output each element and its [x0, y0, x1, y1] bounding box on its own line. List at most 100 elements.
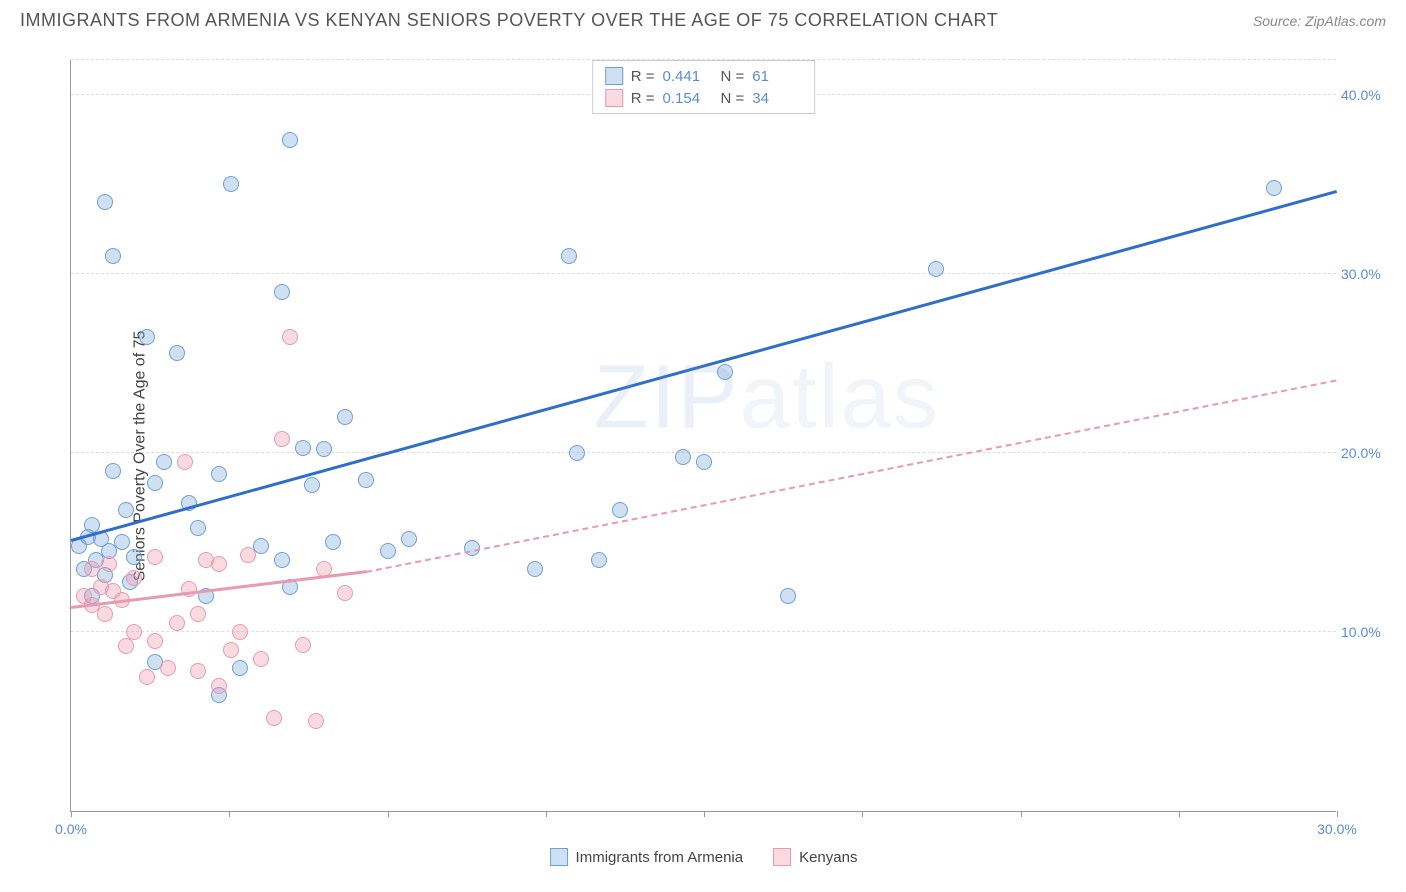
data-point: [780, 588, 796, 604]
plot-area: ZIPatlas R =0.441N =61R =0.154N =34 Immi…: [70, 60, 1336, 812]
x-tick: [229, 811, 230, 817]
data-point: [190, 663, 206, 679]
chart-container: Seniors Poverty Over the Age of 75 ZIPat…: [20, 40, 1386, 872]
data-point: [126, 570, 142, 586]
data-point: [308, 713, 324, 729]
legend-row: R = 0.154 N = 34: [605, 87, 803, 109]
y-tick-label: 30.0%: [1341, 266, 1386, 282]
data-point: [717, 364, 733, 380]
legend-item: Immigrants from Armenia: [550, 848, 744, 866]
data-point: [282, 329, 298, 345]
data-point: [160, 660, 176, 676]
data-point: [612, 502, 628, 518]
legend-swatch: [605, 67, 623, 85]
data-point: [147, 549, 163, 565]
data-point: [295, 637, 311, 653]
legend-r-value: 0.441: [663, 68, 713, 85]
data-point: [169, 615, 185, 631]
legend-item: Kenyans: [773, 848, 857, 866]
x-tick-label: 30.0%: [1317, 821, 1357, 837]
data-point: [147, 475, 163, 491]
legend-r-label: R =: [631, 90, 655, 107]
data-point: [266, 710, 282, 726]
data-point: [316, 441, 332, 457]
data-point: [211, 466, 227, 482]
legend-n-value: 34: [752, 90, 802, 107]
data-point: [190, 606, 206, 622]
data-point: [696, 454, 712, 470]
x-tick: [1337, 811, 1338, 817]
legend-r-value: 0.154: [663, 90, 713, 107]
data-point: [97, 194, 113, 210]
data-point: [274, 284, 290, 300]
chart-title: IMMIGRANTS FROM ARMENIA VS KENYAN SENIOR…: [20, 10, 998, 31]
x-tick: [388, 811, 389, 817]
series-legend: Immigrants from Armenia Kenyans: [550, 848, 858, 866]
data-point: [177, 454, 193, 470]
legend-swatch: [605, 89, 623, 107]
data-point: [114, 534, 130, 550]
data-point: [156, 454, 172, 470]
data-point: [304, 477, 320, 493]
data-point: [675, 449, 691, 465]
data-point: [401, 531, 417, 547]
legend-r-label: R =: [631, 68, 655, 85]
data-point: [169, 345, 185, 361]
trend-line: [71, 190, 1338, 542]
data-point: [139, 669, 155, 685]
data-point: [105, 463, 121, 479]
data-point: [211, 556, 227, 572]
x-tick: [546, 811, 547, 817]
legend-series-name: Kenyans: [799, 849, 857, 866]
data-point: [928, 261, 944, 277]
data-point: [232, 624, 248, 640]
data-point: [380, 543, 396, 559]
legend-n-label: N =: [721, 68, 745, 85]
x-tick: [71, 811, 72, 817]
data-point: [126, 624, 142, 640]
data-point: [118, 502, 134, 518]
data-point: [274, 552, 290, 568]
source-label: Source: ZipAtlas.com: [1253, 13, 1386, 29]
x-tick: [1179, 811, 1180, 817]
y-tick-label: 10.0%: [1341, 624, 1386, 640]
data-point: [527, 561, 543, 577]
data-point: [253, 651, 269, 667]
gridline: [71, 273, 1336, 274]
data-point: [97, 606, 113, 622]
gridline: [71, 452, 1336, 453]
legend-n-label: N =: [721, 90, 745, 107]
data-point: [569, 445, 585, 461]
data-point: [105, 248, 121, 264]
data-point: [147, 633, 163, 649]
watermark-atlas: atlas: [740, 347, 940, 447]
data-point: [240, 547, 256, 563]
x-tick: [862, 811, 863, 817]
data-point: [139, 329, 155, 345]
data-point: [101, 556, 117, 572]
legend-row: R = 0.441 N = 61: [605, 65, 803, 87]
x-tick: [704, 811, 705, 817]
y-tick-label: 40.0%: [1341, 87, 1386, 103]
data-point: [190, 520, 206, 536]
data-point: [282, 132, 298, 148]
legend-n-value: 61: [752, 68, 802, 85]
data-point: [223, 176, 239, 192]
legend-series-name: Immigrants from Armenia: [576, 849, 744, 866]
data-point: [295, 440, 311, 456]
gridline: [71, 631, 1336, 632]
watermark: ZIPatlas: [594, 346, 940, 449]
data-point: [337, 585, 353, 601]
legend-swatch: [550, 848, 568, 866]
data-point: [337, 409, 353, 425]
data-point: [223, 642, 239, 658]
trend-line: [366, 379, 1337, 573]
data-point: [591, 552, 607, 568]
data-point: [232, 660, 248, 676]
data-point: [118, 638, 134, 654]
data-point: [84, 561, 100, 577]
data-point: [211, 678, 227, 694]
data-point: [325, 534, 341, 550]
legend-swatch: [773, 848, 791, 866]
x-tick-label: 0.0%: [55, 821, 87, 837]
